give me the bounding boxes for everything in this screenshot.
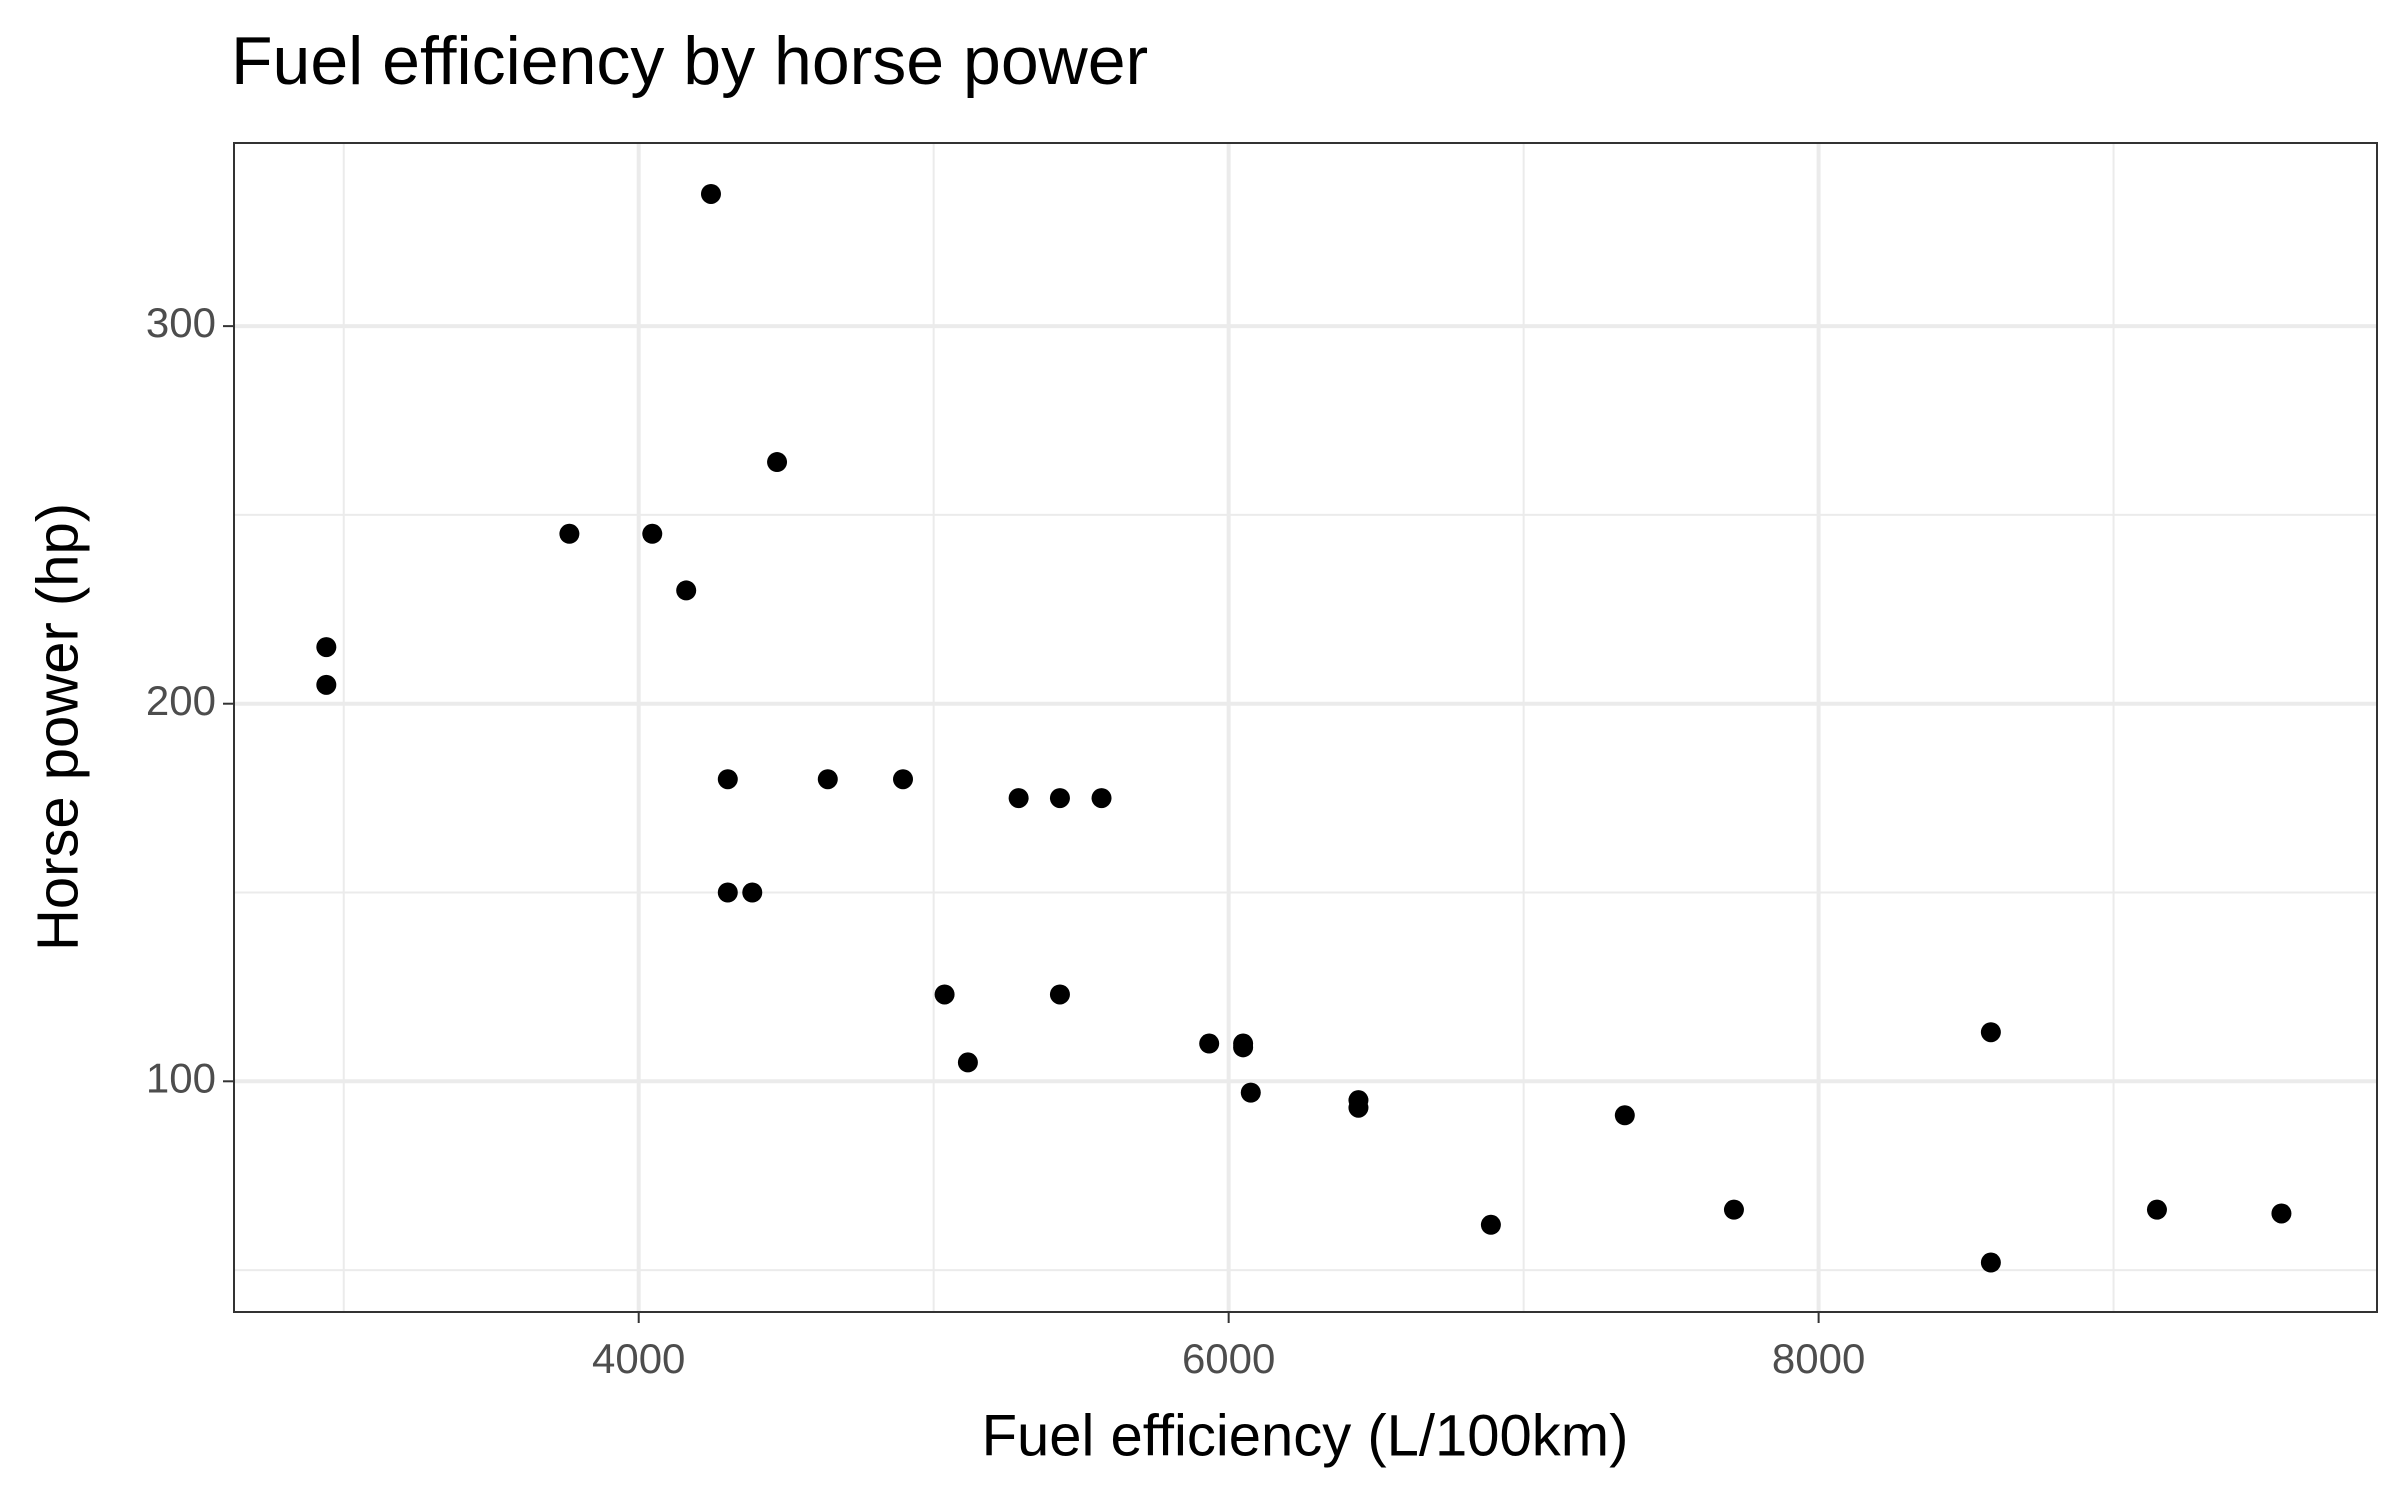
point	[817, 769, 838, 790]
y-tick-label: 100	[146, 1054, 216, 1101]
point	[559, 523, 580, 544]
point	[1049, 788, 1070, 809]
point	[1348, 1097, 1369, 1118]
point	[2146, 1199, 2167, 1220]
point	[717, 882, 738, 903]
y-axis-title: Horse power (hp)	[25, 503, 90, 951]
x-axis-title: Fuel efficiency (L/100km)	[982, 1403, 1629, 1468]
point	[1980, 1252, 2001, 1273]
point	[1008, 788, 1029, 809]
point	[1480, 1214, 1501, 1235]
point	[1233, 1037, 1254, 1058]
y-tick-label: 200	[146, 677, 216, 724]
point	[700, 183, 721, 204]
point	[742, 882, 763, 903]
point	[316, 674, 337, 695]
point	[893, 769, 914, 790]
point	[1980, 1022, 2001, 1043]
point	[1199, 1033, 1220, 1054]
point	[1614, 1105, 1635, 1126]
x-tick-label: 8000	[1772, 1335, 1865, 1382]
panel-border	[233, 142, 2378, 1313]
point	[642, 523, 663, 544]
point	[316, 637, 337, 658]
point	[957, 1052, 978, 1073]
y-tick-label: 300	[146, 299, 216, 346]
point	[676, 580, 697, 601]
chart-title: Fuel efficiency by horse power	[231, 23, 1148, 99]
point	[1091, 788, 1112, 809]
point	[717, 769, 738, 790]
point	[2271, 1203, 2292, 1224]
point	[934, 984, 955, 1005]
point	[1723, 1199, 1744, 1220]
point	[1049, 984, 1070, 1005]
x-tick-label: 4000	[592, 1335, 685, 1382]
x-tick-label: 6000	[1182, 1335, 1275, 1382]
point	[767, 452, 788, 473]
point	[1240, 1082, 1261, 1103]
